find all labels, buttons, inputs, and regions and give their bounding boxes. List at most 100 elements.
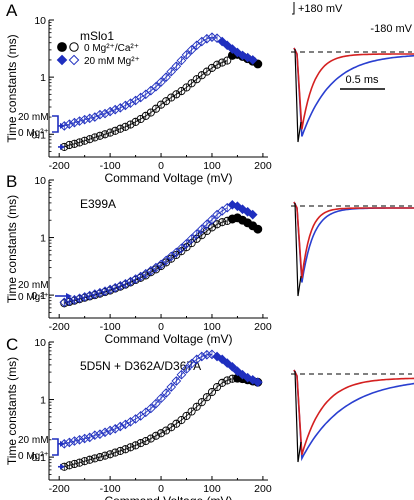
protocol-top-label: +180 mV [298,3,343,15]
data-point-diamond [100,427,110,438]
data-point-circle [80,136,89,145]
data-point-diamond [105,425,115,436]
annotation-arrowhead [60,463,65,470]
legend-label: 0 Mg²⁺/Ca²⁺ [84,43,139,54]
legend-label: 20 mM Mg²⁺ [84,56,140,67]
data-point-diamond [110,282,121,293]
x-tick-label: 200 [254,483,272,495]
y-tick-label: 10 [34,15,46,27]
data-point-diamond [181,238,192,249]
data-point-circle [85,135,94,144]
data-point-diamond [181,364,192,374]
data-point-circle [141,437,150,446]
trace-group [291,201,414,297]
data-point-diamond [156,393,166,404]
annotation-0mg: 0 Mg²⁺ [18,128,49,139]
data-point-diamond [207,214,217,225]
protocol-bottom-label: -180 mV [370,23,412,35]
data-point-circle [223,56,232,65]
x-tick-label: -200 [49,321,70,333]
current-trace-red [293,369,414,456]
x-tick-label: 0 [158,160,164,172]
data-point-diamond [247,55,258,65]
data-point-diamond [161,388,171,398]
data-point-circle [182,83,191,92]
y-tick-label: 0.1 [31,452,46,464]
data-point-diamond [95,287,105,298]
data-point-diamond [110,104,121,115]
data-point-diamond [90,430,100,441]
annotation-20mm: 20 mM [18,435,49,446]
data-point-diamond [171,376,182,386]
data-point-circle [90,454,99,463]
x-tick-label: -100 [100,321,121,333]
fit-line [64,220,228,304]
data-point-circle [90,133,99,142]
data-point-circle [151,104,161,113]
data-point-diamond [84,113,95,124]
data-point-diamond [100,108,110,119]
y-tick-label: 1 [40,72,46,84]
y-tick-label: 10 [34,175,46,187]
data-point-diamond [227,362,238,372]
data-point-diamond [64,119,75,130]
panel-title: E399A [80,197,116,211]
data-point-circle [131,117,140,126]
data-point-circle [65,461,74,470]
data-point-diamond [186,45,197,55]
y-axis-label: Time constants (ms) [5,195,19,303]
data-point-diamond [196,224,207,234]
time-scale-label: 0.5 ms [345,74,379,86]
data-point-circle [218,218,227,227]
data-point-circle [136,439,145,448]
data-point-diamond [161,72,171,82]
data-point-diamond [90,289,100,299]
y-tick-label: 10 [34,337,46,349]
data-point-circle [192,402,201,411]
data-point-diamond [84,290,95,301]
data-point-diamond [64,296,75,306]
data-point-circle [197,398,206,407]
current-traces [291,47,414,463]
x-tick-label: 200 [254,160,272,172]
x-tick-label: 0 [158,321,164,333]
data-point-circle [213,220,222,229]
data-point-diamond [166,66,177,77]
data-point-diamond [69,294,80,305]
data-point-circle [80,457,89,466]
x-tick-label: -200 [49,160,70,172]
legend-marker-open-circle [69,42,79,52]
data-point-diamond [202,219,212,230]
data-point-diamond [237,369,248,380]
current-trace-black [294,370,302,463]
data-point-diamond [151,81,161,92]
data-point-diamond [232,47,243,58]
current-trace-blue [293,47,414,137]
data-point-diamond [64,437,75,448]
x-tick-label: 200 [254,321,272,333]
data-point-diamond [176,243,187,254]
data-point-circle [100,451,110,460]
legend-marker-open-diamond [68,54,80,66]
data-point-diamond [115,280,126,291]
annotation-20mm: 20 mM [18,280,49,291]
data-point-circle [213,60,222,69]
data-point-diamond [105,284,115,295]
y-tick-label: 0.1 [31,290,46,302]
data-point-circle [218,378,227,387]
data-point-diamond [84,432,95,443]
data-point-diamond [120,278,131,289]
data-point-circle [253,59,263,69]
data-point-circle [111,126,120,135]
data-point-diamond [227,44,238,54]
data-point-circle [182,411,191,420]
current-trace-black [294,202,302,297]
data-point-diamond [151,398,161,409]
data-point-circle [187,407,196,416]
data-point-circle [213,382,222,392]
x-tick-label: -100 [100,160,121,172]
annotation-bracket [52,115,59,133]
data-point-diamond [191,229,202,239]
protocol-step-line [292,2,295,15]
data-point-diamond [247,209,258,220]
